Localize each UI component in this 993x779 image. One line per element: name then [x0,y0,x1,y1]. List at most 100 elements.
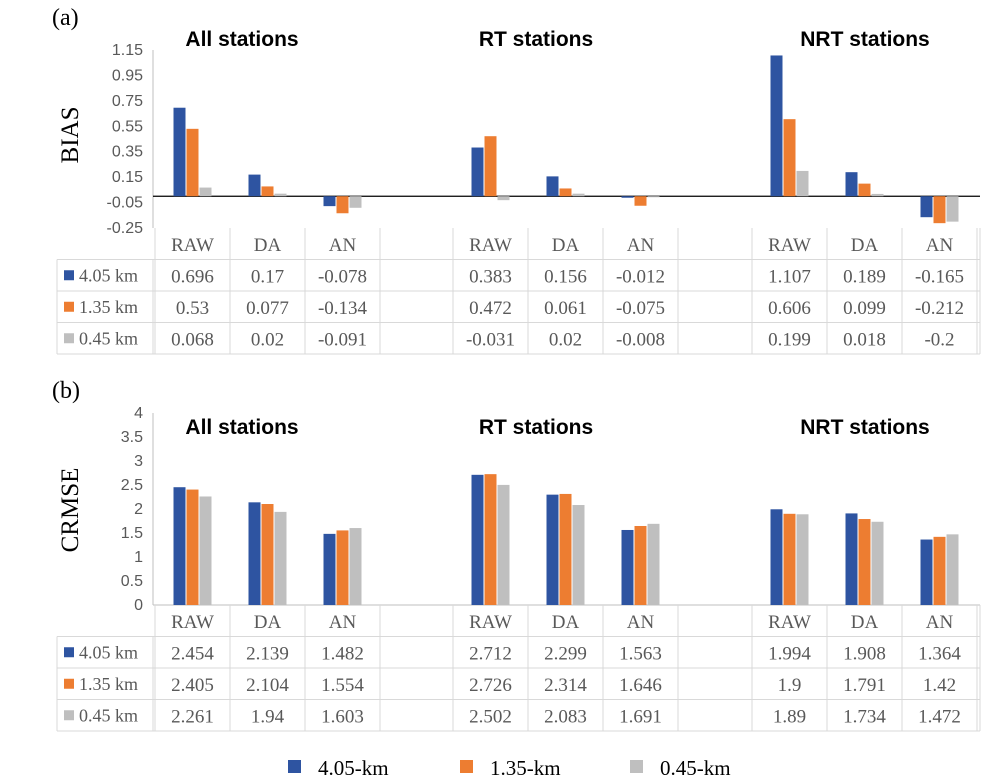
legend-key-swatch [64,678,74,689]
legend-swatch [288,760,301,773]
data-label: 2.405 [171,675,214,696]
data-label: 1.9 [778,675,802,696]
bar [621,529,634,605]
bar [323,196,336,207]
group-title: NRT stations [800,28,930,51]
category-label: RAW [469,612,512,633]
bar [621,196,634,198]
data-label: 2.726 [469,675,512,696]
legend-key-swatch [64,647,74,658]
y-axis-title: CRMSE [57,468,84,553]
y-tick-label: 3.5 [121,429,143,446]
category-label: RAW [469,235,512,256]
category-label: DA [254,235,282,256]
bar [796,170,809,197]
group-title: RT stations [479,28,593,51]
y-tick-label: 0.15 [112,169,143,186]
bar [186,489,199,605]
bar [274,193,287,197]
data-label: 0.077 [246,298,289,319]
y-tick-label: 1 [134,549,143,566]
bar [634,525,647,605]
bar [920,539,933,605]
data-label: 1.734 [843,706,886,727]
data-label: 1.89 [773,706,806,727]
data-label: -0.212 [915,298,964,319]
data-label: 1.908 [843,643,886,664]
category-label: AN [329,612,357,633]
y-tick-label: -0.05 [107,195,144,212]
bar [946,534,959,605]
bar [933,536,946,605]
bar [248,502,261,605]
category-label: AN [926,612,954,633]
bar [497,484,510,605]
y-tick-label: 4 [134,405,143,422]
category-label: DA [552,612,580,633]
bar [783,119,796,197]
category-label: AN [329,235,357,256]
bar [471,474,484,605]
bar [261,504,274,605]
data-label: 2.314 [544,675,587,696]
legend-swatch [630,760,643,773]
bar [845,172,858,197]
data-label: 0.068 [171,329,214,350]
data-label: -0.134 [318,298,368,319]
y-tick-label: 1.15 [112,42,143,59]
data-label: -0.075 [616,298,665,319]
series-name: 1.35 km [79,674,138,694]
data-label: -0.165 [915,266,964,287]
bar [261,186,274,197]
data-label: 0.018 [843,329,886,350]
bar [484,136,497,197]
bar [336,196,349,214]
group-title: RT stations [479,416,593,439]
y-tick-label: 0 [134,597,143,614]
legend-key-swatch [64,333,74,344]
y-tick-label: 2 [134,501,143,518]
y-tick-label: 3 [134,453,143,470]
data-label: 2.139 [246,643,289,664]
y-tick-label: 0.75 [112,93,143,110]
bar [248,174,261,197]
data-label: -0.031 [466,329,515,350]
series-name: 4.05 km [79,642,138,662]
series-name: 1.35 km [79,297,138,317]
data-label: -0.2 [924,329,954,350]
data-label: -0.091 [318,329,367,350]
category-label: DA [254,612,282,633]
data-label: 0.189 [843,266,886,287]
bar [546,176,559,197]
bar [186,128,199,197]
data-label: 0.02 [251,329,284,350]
y-tick-label: 0.55 [112,118,143,135]
bar [323,533,336,605]
bar [559,188,572,197]
bar [871,193,884,197]
data-label: 1.994 [768,643,811,664]
bar [173,487,186,605]
data-label: 0.099 [843,298,886,319]
data-label: -0.012 [616,266,665,287]
data-label: 2.104 [246,675,289,696]
y-tick-label: -0.25 [107,220,144,237]
data-label: 0.383 [469,266,512,287]
data-label: 0.061 [544,298,587,319]
bar [274,511,287,605]
category-label: RAW [171,235,214,256]
y-tick-label: 0.95 [112,67,143,84]
data-label: 1.691 [619,706,662,727]
bar [634,196,647,206]
category-label: AN [926,235,954,256]
bar [920,196,933,218]
bar [946,196,959,222]
legend-label: 1.35-km [490,756,561,779]
legend-key-swatch [64,710,74,721]
data-label: 1.482 [321,643,364,664]
category-label: RAW [768,235,811,256]
data-label: 0.02 [549,329,582,350]
bar [770,55,783,197]
bar [858,519,871,605]
category-label: AN [627,612,655,633]
